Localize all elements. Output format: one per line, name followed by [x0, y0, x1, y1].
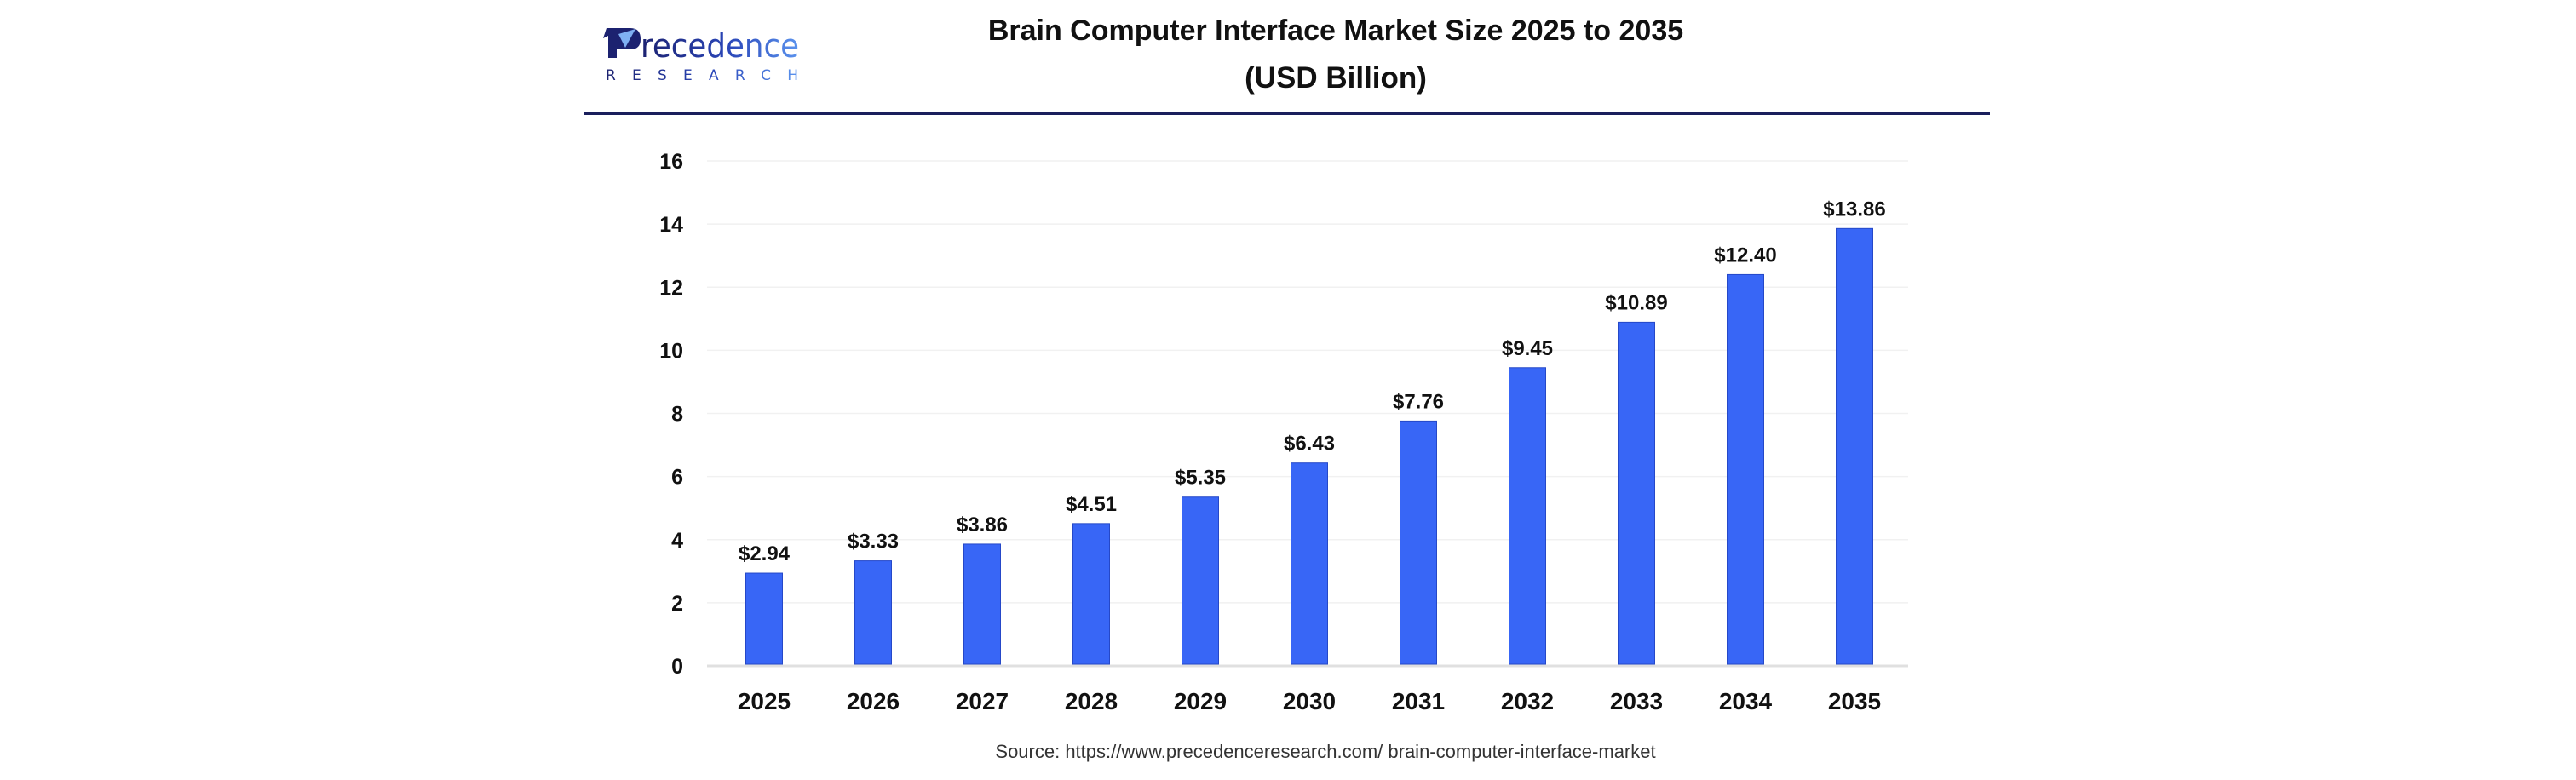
- x-tick-label: 2033: [1610, 688, 1663, 714]
- chart-title: Brain Computer Interface Market Size 202…: [988, 14, 1683, 47]
- y-tick-label: 14: [659, 213, 683, 237]
- bar-2028: [1072, 523, 1110, 665]
- data-label: $13.86: [1823, 198, 1885, 221]
- bar-2032: [1509, 367, 1546, 665]
- y-axis-ticks: 0 2 4 6 8 10 12 14 16: [659, 150, 683, 679]
- bar-2025: [745, 572, 783, 665]
- logo-subtitle: RESEARCH: [606, 67, 798, 84]
- y-tick-label: 4: [671, 529, 683, 553]
- bar-2030: [1291, 462, 1328, 665]
- bar-2026: [854, 560, 892, 665]
- data-label: $3.86: [957, 513, 1008, 536]
- y-tick-label: 6: [671, 466, 683, 490]
- x-tick-label: 2031: [1392, 688, 1445, 714]
- bar-2033: [1618, 321, 1655, 665]
- data-label: $6.43: [1284, 433, 1335, 456]
- y-tick-label: 10: [659, 339, 683, 363]
- data-label: $4.51: [1066, 493, 1117, 516]
- source-note: Source: https://www.precedenceresearch.c…: [995, 741, 1655, 762]
- bar-2031: [1400, 420, 1437, 665]
- data-labels: $2.94 $3.33 $3.86 $4.51 $5.35 $6.43 $7.76 $9.45…: [739, 198, 1886, 565]
- y-tick-label: 2: [671, 592, 683, 616]
- data-label: $5.35: [1175, 467, 1226, 490]
- x-axis-ticks: 2025 2026 2027 2028 2029 2030 2031 2032 2033 2034…: [738, 688, 1881, 714]
- data-label: $12.40: [1714, 244, 1776, 267]
- x-tick-label: 2034: [1719, 688, 1773, 714]
- data-label: $3.33: [848, 531, 899, 553]
- x-tick-label: 2025: [738, 688, 791, 714]
- bar-2035: [1836, 227, 1873, 665]
- x-tick-label: 2035: [1828, 688, 1881, 714]
- precedence-research-logo: recedence RESEARCH: [603, 27, 799, 84]
- data-label: $7.76: [1393, 390, 1444, 413]
- bar-2034: [1727, 273, 1764, 665]
- x-tick-label: 2027: [956, 688, 1009, 714]
- x-tick-label: 2032: [1501, 688, 1554, 714]
- bar-2027: [963, 543, 1001, 665]
- x-tick-label: 2026: [847, 688, 900, 714]
- header-divider: [584, 112, 1990, 115]
- y-tick-label: 0: [671, 655, 683, 679]
- logo-wordmark: recedence: [641, 27, 799, 65]
- y-tick-label: 16: [659, 150, 683, 174]
- data-label: $2.94: [739, 542, 791, 565]
- data-label: $10.89: [1605, 291, 1667, 314]
- y-tick-label: 8: [671, 403, 683, 427]
- y-tick-label: 12: [659, 276, 683, 300]
- logo-p-icon: [603, 28, 641, 58]
- bar-2029: [1182, 496, 1219, 665]
- x-tick-label: 2028: [1065, 688, 1118, 714]
- gridlines: [707, 160, 1908, 668]
- x-tick-label: 2030: [1283, 688, 1336, 714]
- x-tick-label: 2029: [1174, 688, 1227, 714]
- data-label: $9.45: [1502, 337, 1553, 360]
- bars: [745, 227, 1873, 665]
- chart-subtitle: (USD Billion): [1245, 61, 1427, 95]
